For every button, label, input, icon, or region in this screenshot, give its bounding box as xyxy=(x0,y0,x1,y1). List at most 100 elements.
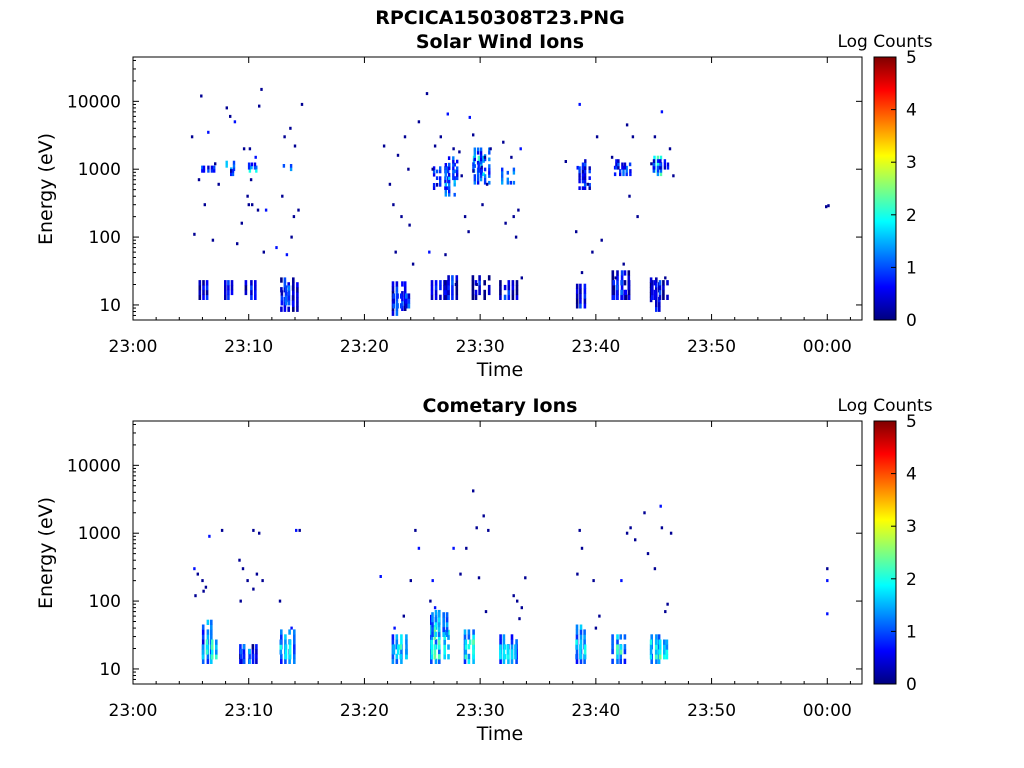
heatmap-cell xyxy=(284,290,288,296)
heatmap-cell xyxy=(657,165,660,170)
heatmap-cell xyxy=(627,284,631,291)
heatmap-cell xyxy=(583,639,586,645)
heatmap-cell xyxy=(198,284,202,291)
heatmap-cell xyxy=(483,167,487,172)
heatmap-cell xyxy=(439,183,442,187)
burst-10 xyxy=(826,567,829,616)
heatmap-cell xyxy=(210,639,214,645)
heatmap-cell xyxy=(575,634,579,640)
heatmap-cell xyxy=(206,629,210,635)
heatmap-cell xyxy=(434,284,438,291)
heatmap-cell xyxy=(411,262,415,266)
heatmap-cell xyxy=(653,155,656,160)
heatmap-cell xyxy=(502,639,506,645)
heatmap-cell xyxy=(665,644,669,650)
panel-solar-wind: Solar Wind Ions 23:00 23:10 23:20 23:30 23:4… xyxy=(35,31,933,381)
heatmap-cell xyxy=(506,177,509,182)
heatmap-cell xyxy=(430,644,434,650)
heatmap-cell xyxy=(489,147,492,151)
heatmap-cell xyxy=(663,654,666,660)
heatmap-cell xyxy=(586,182,589,186)
heatmap-cell xyxy=(433,634,437,640)
heatmap-cell xyxy=(502,658,506,664)
heatmap-cell xyxy=(507,280,511,286)
heatmap-cell xyxy=(483,155,486,159)
heatmap-cell xyxy=(575,654,578,660)
heatmap-cell xyxy=(612,284,615,291)
heatmap-cell xyxy=(578,169,581,174)
burst-12 xyxy=(825,204,830,209)
heatmap-cell xyxy=(431,621,434,628)
heatmap-cell xyxy=(610,155,614,159)
heatmap-cell xyxy=(519,147,522,151)
heatmap-cell xyxy=(463,634,467,640)
heatmap-cell xyxy=(458,150,461,154)
heatmap-cell xyxy=(579,639,583,645)
heatmap-cell xyxy=(434,631,438,637)
heatmap-cell xyxy=(452,169,455,174)
heatmap-cell xyxy=(499,639,502,645)
heatmap-cell xyxy=(627,280,631,286)
heatmap-cell xyxy=(479,147,483,152)
heatmap-cell xyxy=(592,579,595,583)
heatmap-cell xyxy=(443,289,447,296)
heatmap-cell xyxy=(488,180,491,185)
heatmap-cell xyxy=(215,649,218,655)
heatmap-cell xyxy=(619,658,622,664)
heatmap-cell xyxy=(443,639,446,645)
heatmap-cell xyxy=(636,215,639,219)
heatmap-cell xyxy=(439,176,442,180)
heatmap-cell xyxy=(241,567,245,571)
heatmap-cell xyxy=(581,162,585,167)
heatmap-cell xyxy=(201,654,205,660)
heatmap-cell xyxy=(479,150,483,155)
x-tick-label: 23:20 xyxy=(340,701,389,721)
heatmap-cell xyxy=(506,170,509,175)
heatmap-cell xyxy=(483,280,486,286)
heatmap-cell xyxy=(392,298,395,304)
heatmap-cell xyxy=(430,280,434,286)
heatmap-cell xyxy=(472,639,475,645)
burst-6 xyxy=(443,112,470,300)
heatmap-cell xyxy=(391,653,395,660)
heatmap-cell xyxy=(201,629,205,635)
heatmap-cell xyxy=(288,658,291,664)
y-tick-label: 100 xyxy=(89,228,121,248)
heatmap-cell xyxy=(448,182,451,187)
heatmap-cell xyxy=(254,284,257,291)
heatmap-cell xyxy=(437,644,441,650)
plot-background xyxy=(133,421,862,684)
heatmap-cell xyxy=(280,634,283,640)
heatmap-cell xyxy=(474,294,478,300)
heatmap-cell xyxy=(518,617,521,621)
heatmap-cell xyxy=(284,644,288,650)
heatmap-cell xyxy=(591,250,594,254)
heatmap-cell xyxy=(620,284,624,291)
heatmap-cell xyxy=(514,654,517,660)
y-axis-label: Energy (eV) xyxy=(35,497,57,609)
heatmap-cell xyxy=(656,169,660,173)
heatmap-cell xyxy=(472,169,475,173)
heatmap-cell xyxy=(280,277,283,283)
heatmap-cell xyxy=(650,162,653,166)
heatmap-cell xyxy=(432,172,436,177)
heatmap-cell xyxy=(254,280,257,286)
heatmap-cell xyxy=(447,173,451,177)
heatmap-cell xyxy=(201,658,205,664)
heatmap-cell xyxy=(581,172,585,177)
heatmap-cell xyxy=(395,286,399,292)
heatmap-cell xyxy=(579,298,582,304)
heatmap-cell xyxy=(510,155,513,159)
heatmap-cell xyxy=(499,634,502,640)
heatmap-cell xyxy=(826,612,829,616)
heatmap-cell xyxy=(452,159,455,164)
heatmap-cell xyxy=(275,246,278,250)
heatmap-cell xyxy=(255,644,258,650)
heatmap-cell xyxy=(629,172,632,177)
heatmap-cell xyxy=(666,294,669,300)
heatmap-cell xyxy=(210,654,214,660)
heatmap-cell xyxy=(579,644,582,650)
heatmap-cell xyxy=(619,644,623,650)
heatmap-cell xyxy=(583,179,587,184)
heatmap-cell xyxy=(511,289,515,296)
